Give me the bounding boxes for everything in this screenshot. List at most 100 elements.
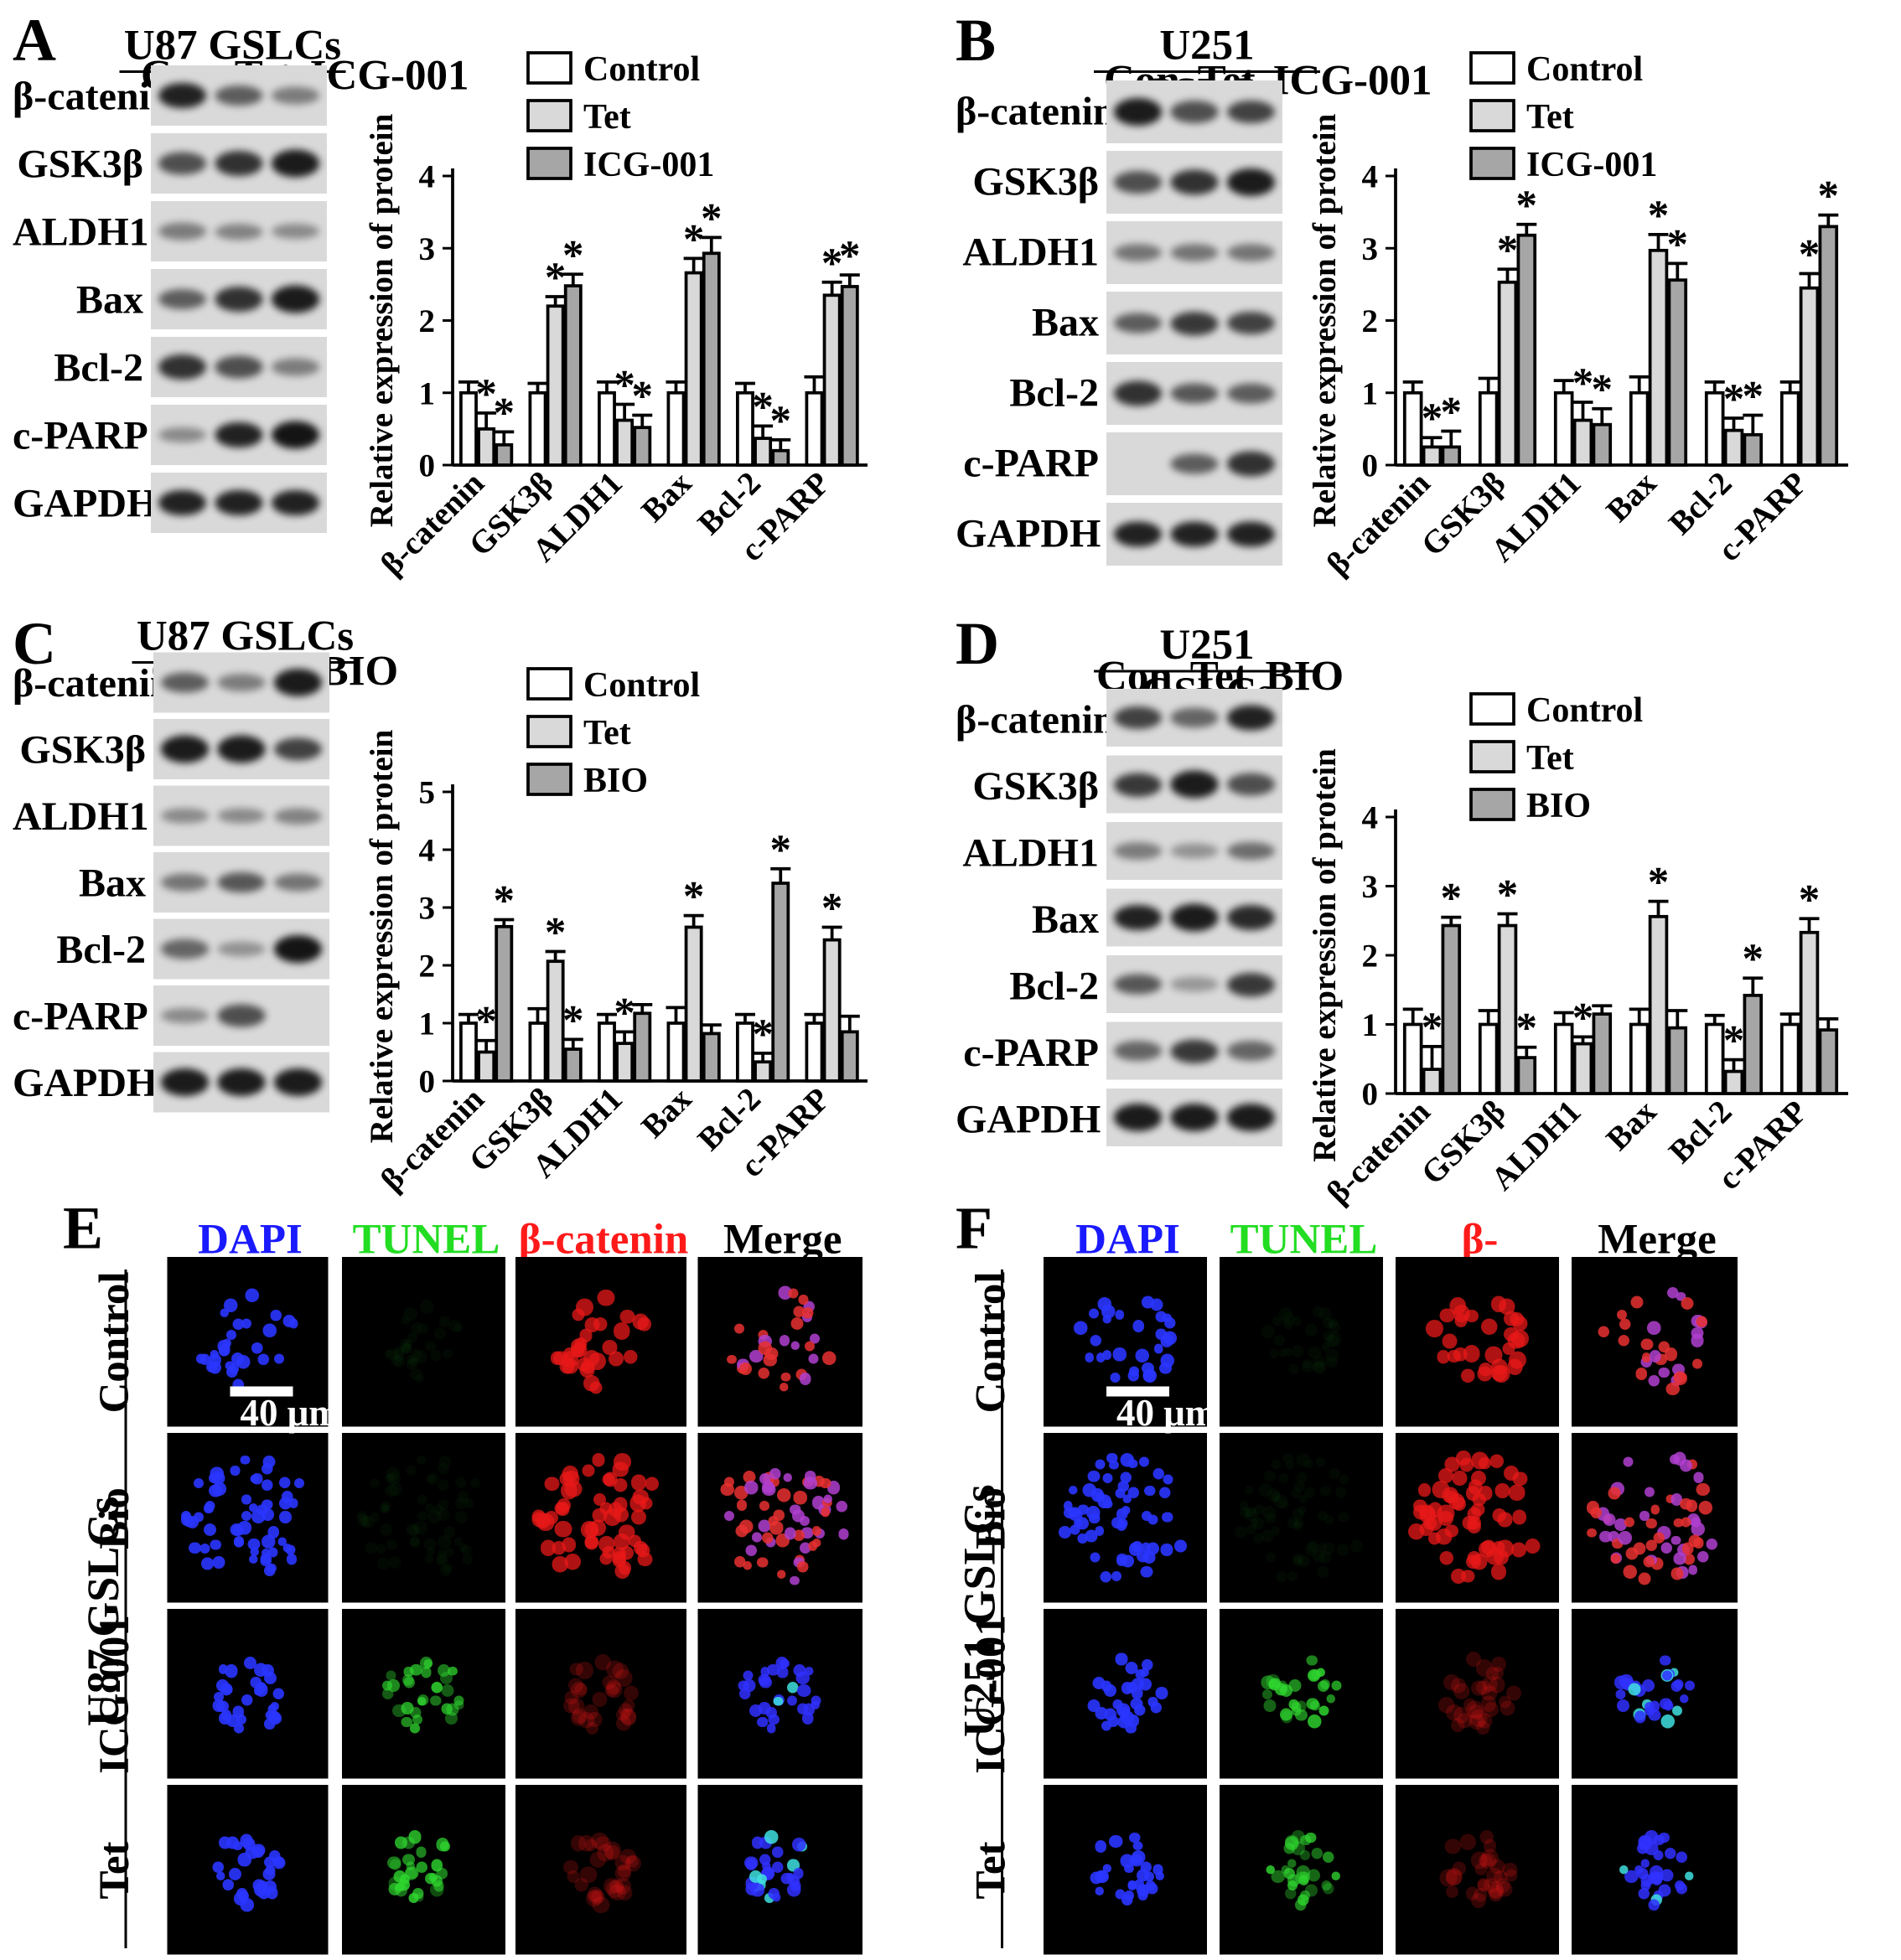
cell-signal <box>1481 1318 1499 1335</box>
cell-signal <box>597 1289 614 1307</box>
cell-signal <box>613 1322 631 1340</box>
cell-signal <box>1490 1666 1504 1679</box>
cell-signal <box>403 1676 416 1689</box>
cell-signal <box>796 1561 809 1573</box>
cell-signal <box>429 1349 442 1361</box>
cell-signal <box>405 1523 419 1537</box>
cell-signal <box>193 1513 204 1523</box>
blot-band <box>1114 313 1162 334</box>
micrograph-1 <box>342 1609 505 1779</box>
significance-star: * <box>1818 173 1840 220</box>
cell-signal <box>1479 1830 1494 1844</box>
cell-signal <box>794 1491 807 1505</box>
blot-strip <box>151 337 327 397</box>
cell-signal <box>1307 1541 1318 1554</box>
significance-star: * <box>494 390 515 437</box>
cell-signal <box>1619 1318 1631 1331</box>
cell-signal <box>1505 1685 1522 1701</box>
blot-strip <box>153 652 329 713</box>
cell-signal <box>588 1889 604 1905</box>
cell-signal <box>1121 1453 1135 1467</box>
cell-signal <box>376 1558 390 1570</box>
bar <box>1779 390 1800 467</box>
cell-signal <box>1331 1680 1343 1691</box>
significance-star: * <box>1723 1018 1745 1065</box>
cell-signal <box>804 1666 815 1676</box>
cell-signal <box>1479 1854 1492 1867</box>
blot-band <box>158 354 206 380</box>
cell-signal <box>431 1681 443 1694</box>
cell-signal <box>1427 1531 1442 1545</box>
cell-signal <box>379 1503 389 1513</box>
cell-signal <box>1124 1864 1134 1874</box>
cell-signal <box>1641 1352 1651 1363</box>
blot-band <box>217 871 266 893</box>
cell-signal <box>1470 1852 1489 1869</box>
protein-label: Bax <box>75 277 143 322</box>
panel-letter-d: D <box>956 611 1000 678</box>
blot-band <box>217 1005 266 1027</box>
cell-signal <box>438 1499 449 1510</box>
cell-signal <box>410 1348 423 1362</box>
cell-signal <box>274 1352 284 1363</box>
cell-signal <box>1113 1347 1127 1362</box>
micrograph-3 <box>1572 1609 1738 1779</box>
legend-swatch <box>1469 740 1515 773</box>
cell-signal <box>1511 1316 1528 1332</box>
significance-star: * <box>1516 183 1538 230</box>
cell-signal <box>1118 1706 1131 1719</box>
cell-signal <box>209 1361 221 1374</box>
cell-signal <box>1263 1470 1277 1482</box>
cell-signal <box>1696 1482 1710 1497</box>
cell-signal <box>1505 1869 1519 1883</box>
cell-signal <box>1298 1494 1308 1504</box>
cell-signal <box>593 1317 608 1332</box>
micrograph-3 <box>697 1785 862 1955</box>
micrograph-3 <box>1572 1785 1738 1955</box>
bar <box>563 284 583 467</box>
cell-signal <box>792 1838 806 1852</box>
cell-signal <box>1142 1543 1152 1552</box>
cell-signal <box>1660 1654 1671 1667</box>
cell-signal <box>424 1554 434 1564</box>
cell-signal <box>193 1478 205 1489</box>
blot-band <box>272 421 319 449</box>
protein-label: β-catenin <box>13 73 173 118</box>
bar <box>1648 248 1669 467</box>
cell-signal <box>1479 1363 1494 1377</box>
cell-signal <box>448 1666 458 1676</box>
cell-signal <box>574 1877 589 1892</box>
cell-signal <box>426 1547 436 1557</box>
cell-signal <box>262 1499 273 1510</box>
blot-band <box>1170 903 1219 932</box>
cell-signal <box>1270 1459 1282 1470</box>
cell-signal <box>1474 1888 1488 1902</box>
bar <box>1629 390 1650 467</box>
bar <box>633 426 652 467</box>
cell-signal <box>386 1349 397 1361</box>
cell-signal <box>608 1351 624 1367</box>
cell-signal <box>1437 1468 1454 1484</box>
significance-star: * <box>494 877 515 924</box>
cell-signal <box>759 1501 770 1512</box>
cell-signal <box>799 1294 809 1305</box>
cell-signal <box>264 1718 276 1730</box>
protein-label: Bax <box>1031 299 1099 344</box>
micrograph-0 <box>167 1257 329 1427</box>
cell-signal <box>262 1479 273 1491</box>
cell-signal <box>836 1501 847 1513</box>
cell-signal <box>1459 1833 1476 1850</box>
cell-signal <box>401 1316 411 1325</box>
cell-signal <box>386 1466 400 1481</box>
cell-signal <box>1648 1375 1660 1387</box>
cell-signal <box>619 1709 636 1725</box>
cell-signal <box>759 1367 770 1379</box>
cell-signal <box>1659 1367 1670 1378</box>
cell-signal <box>392 1354 406 1368</box>
cell-signal <box>224 1663 238 1678</box>
cell-signal <box>616 1863 631 1878</box>
cell-signal <box>1090 1552 1101 1563</box>
cell-signal <box>1321 1342 1331 1352</box>
significance-star: * <box>1667 221 1689 268</box>
significance-star: * <box>1648 193 1670 240</box>
